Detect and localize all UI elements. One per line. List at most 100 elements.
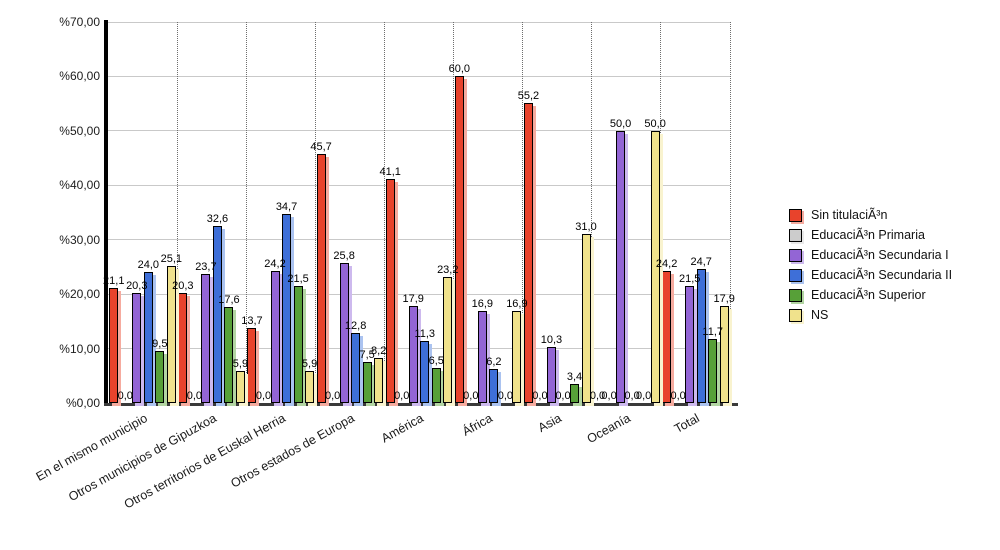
- bar: [109, 288, 119, 403]
- bar: [650, 131, 660, 403]
- y-axis-labels: %70,00 %60,00 %50,00 %40,00 %30,00 %20,00 %10,…: [0, 15, 100, 410]
- value-label: 7,5: [359, 349, 375, 361]
- bar: [339, 263, 349, 403]
- y-tick-label: %0,00: [65, 396, 100, 410]
- value-label: 20,3: [172, 280, 194, 292]
- value-label: 0,0: [670, 390, 686, 402]
- value-label: 60,0: [448, 63, 471, 75]
- value-label: 12,8: [344, 320, 367, 332]
- bar: [662, 271, 672, 403]
- value-label: 23,2: [437, 264, 459, 276]
- value-label: 45,7: [310, 141, 332, 153]
- x-category-label: Otros municipios de Gipuzkoa: [65, 411, 219, 505]
- bar: [708, 339, 718, 403]
- grid-line: [108, 21, 730, 23]
- value-label: 13,7: [241, 315, 263, 327]
- value-label: 8,2: [371, 345, 387, 357]
- value-label: 0,0: [463, 390, 479, 402]
- x-category-label: Otros territorios de Euskal Herria: [121, 411, 288, 512]
- bar: [351, 333, 361, 403]
- x-category-label: Total: [672, 411, 703, 437]
- grid-line: [108, 75, 730, 77]
- bar: [581, 234, 591, 403]
- value-label: 21,5: [287, 273, 309, 285]
- value-label: 24,2: [264, 258, 286, 270]
- bar: [420, 341, 430, 403]
- bar: [523, 103, 533, 403]
- bar: [282, 214, 292, 403]
- value-label: 0,0: [555, 390, 571, 402]
- y-tick-label: %10,00: [59, 341, 100, 356]
- legend-item: EducaciÃ³n Superior: [789, 288, 952, 302]
- bar: [132, 293, 142, 403]
- group-separator: [453, 22, 455, 403]
- value-label: 25,8: [333, 250, 355, 262]
- y-tick-label: %50,00: [59, 123, 100, 138]
- group-separator: [383, 22, 385, 403]
- value-label: 0,0: [624, 390, 640, 402]
- grid-line: [108, 130, 730, 132]
- bar: [235, 371, 245, 403]
- bar: [477, 311, 487, 403]
- bar: [155, 351, 165, 403]
- value-label: 16,9: [471, 298, 494, 310]
- group-separator: [591, 22, 593, 403]
- bar: [408, 306, 418, 403]
- x-category-label: Otros estados de Europa: [228, 411, 357, 491]
- legend-item: NS: [789, 308, 952, 322]
- bar: [443, 277, 453, 403]
- y-tick-label: %40,00: [59, 178, 100, 193]
- value-label: 0,0: [255, 390, 272, 402]
- bar: [616, 131, 626, 403]
- group-separator: [176, 22, 178, 403]
- bar: [719, 306, 729, 403]
- value-label: 0,0: [532, 390, 548, 402]
- y-tick-label: %60,00: [59, 69, 100, 84]
- group-separator: [729, 22, 731, 403]
- legend-swatch: [789, 248, 802, 262]
- value-label: 0,0: [601, 390, 617, 402]
- bar: [212, 226, 222, 403]
- bar: [316, 154, 326, 403]
- legend-swatch: [789, 308, 802, 322]
- value-label: 23,7: [195, 261, 217, 273]
- legend-label: EducaciÃ³n Superior: [811, 288, 926, 302]
- value-label: 5,9: [232, 358, 249, 370]
- bar: [489, 369, 499, 403]
- value-label: 6,2: [486, 356, 502, 368]
- value-label: 0,0: [589, 390, 606, 402]
- bar: [385, 179, 395, 403]
- value-label: 24,0: [137, 259, 160, 271]
- y-tick-label: %70,00: [59, 15, 100, 29]
- value-label: 16,9: [506, 298, 528, 310]
- value-label: 25,1: [160, 253, 183, 265]
- x-category-label: Oceanía: [584, 411, 634, 447]
- bar: [293, 286, 303, 403]
- grid-line: [108, 348, 730, 350]
- value-label: 17,9: [713, 293, 735, 305]
- value-label: 32,6: [206, 213, 229, 225]
- bar: [696, 269, 706, 403]
- legend-swatch: [789, 208, 802, 222]
- grid-line: [108, 239, 730, 241]
- x-category-label: América: [378, 411, 426, 446]
- group-separator: [245, 22, 247, 403]
- value-label: 50,0: [609, 118, 632, 130]
- legend-item: EducaciÃ³n Secundaria I: [789, 248, 952, 262]
- bar: [201, 274, 211, 403]
- legend-label: EducaciÃ³n Primaria: [811, 228, 925, 242]
- legend-swatch: [789, 228, 802, 242]
- grid-line: [108, 184, 730, 186]
- value-label: 11,3: [414, 328, 436, 340]
- x-category-label: En el mismo municipio: [33, 411, 150, 484]
- value-label: 0,0: [324, 390, 341, 402]
- legend-item: Sin titulaciÃ³n: [789, 208, 952, 222]
- value-label: 20,3: [126, 280, 148, 292]
- legend-label: EducaciÃ³n Secundaria I: [811, 248, 949, 262]
- y-tick-label: %20,00: [59, 287, 100, 302]
- value-label: 9,5: [152, 338, 168, 350]
- value-label: 10,3: [540, 334, 563, 346]
- x-category-label: Asia: [535, 411, 565, 436]
- legend-label: NS: [811, 308, 829, 322]
